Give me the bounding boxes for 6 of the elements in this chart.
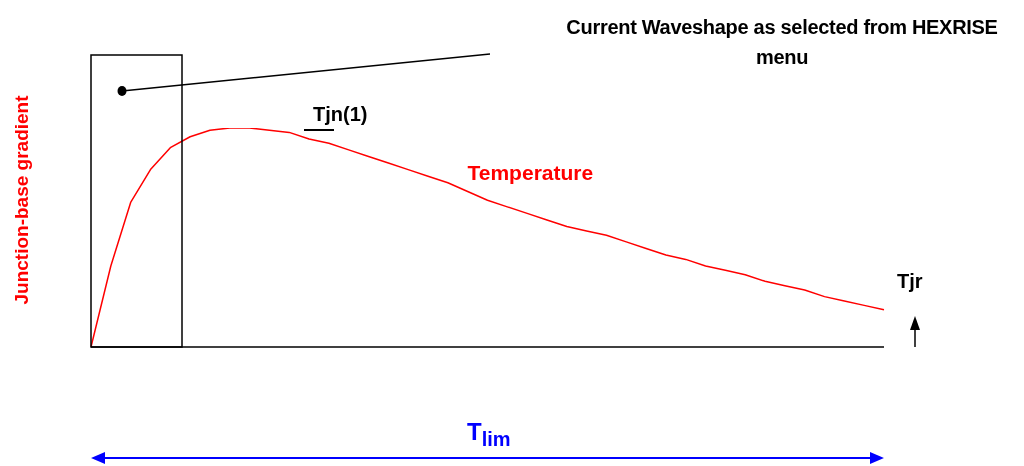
chart-title: Current Waveshape as selected from HEXRISE menu: [565, 15, 999, 70]
series-label: Temperature: [467, 161, 594, 185]
text: Tjr: [897, 270, 923, 293]
y-axis-title: Junction-base gradient: [11, 95, 33, 305]
text: T$_{lim}$: [467, 418, 511, 451]
text: Tjn(1): [313, 103, 368, 126]
